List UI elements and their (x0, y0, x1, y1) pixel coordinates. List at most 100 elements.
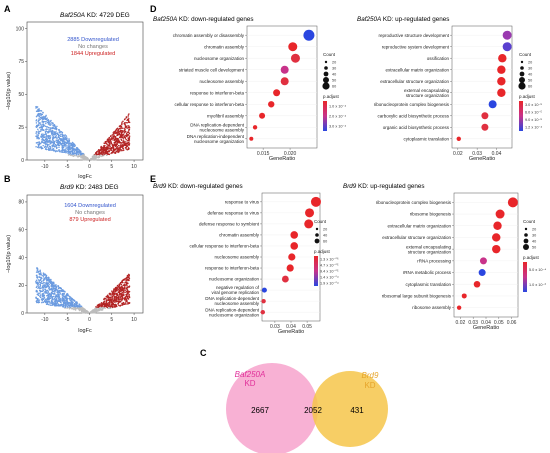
x-axis-label: GeneRatio (469, 156, 495, 162)
volcano-point (118, 132, 121, 135)
volcano-point (51, 144, 54, 146)
volcano-point (117, 151, 119, 154)
volcano-point (122, 120, 124, 123)
count-legend-title: Count (314, 219, 327, 224)
volcano-point (54, 149, 56, 152)
volcano-point (104, 149, 107, 151)
volcano-point (73, 154, 75, 157)
volcano-point (97, 305, 99, 307)
volcano-point (60, 301, 62, 304)
volcano-point (53, 289, 56, 292)
volcano-point (47, 141, 49, 144)
volcano-point (58, 146, 60, 148)
dot-plot-frame (451, 25, 513, 149)
volcano-point (35, 130, 38, 133)
term-label: reproductive structure development (378, 33, 449, 38)
volcano-point (35, 297, 37, 299)
volcano-point (116, 287, 118, 289)
volcano-point (126, 118, 129, 121)
volcano-point (76, 151, 78, 154)
volcano-point (38, 117, 40, 120)
volcano-point (41, 274, 43, 277)
volcano-point (128, 135, 131, 137)
volcano-point (39, 283, 41, 286)
volcano-point (120, 139, 123, 142)
volcano-point (121, 289, 123, 291)
volcano-point (49, 304, 52, 306)
volcano-point (91, 158, 94, 161)
volcano-point (44, 125, 47, 128)
volcano-point (65, 299, 68, 301)
volcano-point (94, 155, 97, 157)
padj-legend-label: 1.3 x 10⁻⁰⁶ (320, 257, 339, 261)
volcano-point (71, 149, 74, 152)
volcano-point (51, 300, 53, 303)
volcano-point (103, 305, 105, 308)
volcano-point (69, 152, 72, 155)
volcano-point (68, 296, 71, 298)
enrichment-dot (303, 29, 315, 41)
volcano-point (123, 128, 126, 130)
volcano-point (45, 278, 47, 281)
y-tick-label: 80 (18, 200, 24, 206)
x-tick-label: 0.015 (257, 151, 270, 157)
volcano-point (66, 301, 69, 304)
volcano-point (111, 290, 113, 292)
volcano-point (61, 289, 63, 291)
volcano-point (126, 133, 128, 136)
volcano-point (51, 286, 54, 288)
volcano-point (49, 122, 51, 124)
x-tick-label: 0.04 (492, 151, 502, 157)
volcano-point (44, 120, 46, 123)
volcano-point (126, 289, 129, 292)
volcano-point (121, 136, 124, 139)
volcano-point (92, 156, 95, 159)
volcano-point (40, 128, 42, 130)
volcano-point (41, 286, 44, 289)
volcano-point (51, 303, 54, 305)
count-legend-dot (322, 82, 330, 90)
volcano-point (72, 307, 75, 309)
volcano-point (92, 155, 95, 157)
volcano-point (41, 141, 44, 144)
volcano-point (114, 298, 116, 300)
volcano-point (112, 294, 114, 296)
volcano-point (125, 121, 127, 124)
title-b-rest: KD: 2483 DEG (74, 184, 119, 191)
volcano-point (54, 133, 56, 135)
volcano-point (60, 142, 62, 145)
volcano-point (119, 281, 122, 284)
volcano-point (61, 290, 63, 293)
volcano-point (53, 145, 55, 147)
volcano-point (54, 300, 57, 303)
volcano-point (126, 148, 129, 151)
volcano-point (126, 294, 128, 297)
volcano-point (43, 292, 45, 295)
volcano-point (121, 295, 123, 297)
volcano-point (41, 133, 43, 136)
volcano-point (62, 294, 64, 297)
y-tick-label: 20 (18, 283, 24, 289)
volcano-point (64, 148, 66, 151)
enrichment-dot (259, 112, 266, 119)
volcano-point (42, 123, 44, 125)
volcano-point (36, 137, 38, 140)
volcano-point (120, 137, 122, 139)
volcano-point (105, 295, 107, 298)
volcano-point (117, 147, 120, 149)
volcano-point (45, 138, 47, 140)
volcano-point (50, 302, 53, 304)
volcano-point (53, 303, 55, 305)
volcano-point (125, 132, 128, 135)
volcano-point (125, 116, 128, 118)
volcano-point (114, 305, 117, 307)
volcano-point (36, 106, 39, 108)
term-label: chromatin assembly or disassembly (173, 33, 245, 38)
volcano-point (104, 142, 106, 145)
volcano-point (63, 144, 65, 147)
volcano-point (117, 300, 119, 303)
volcano-point (39, 294, 42, 296)
volcano-point (47, 284, 49, 287)
panel-letter-a: A (4, 4, 11, 14)
volcano-point (62, 297, 64, 300)
